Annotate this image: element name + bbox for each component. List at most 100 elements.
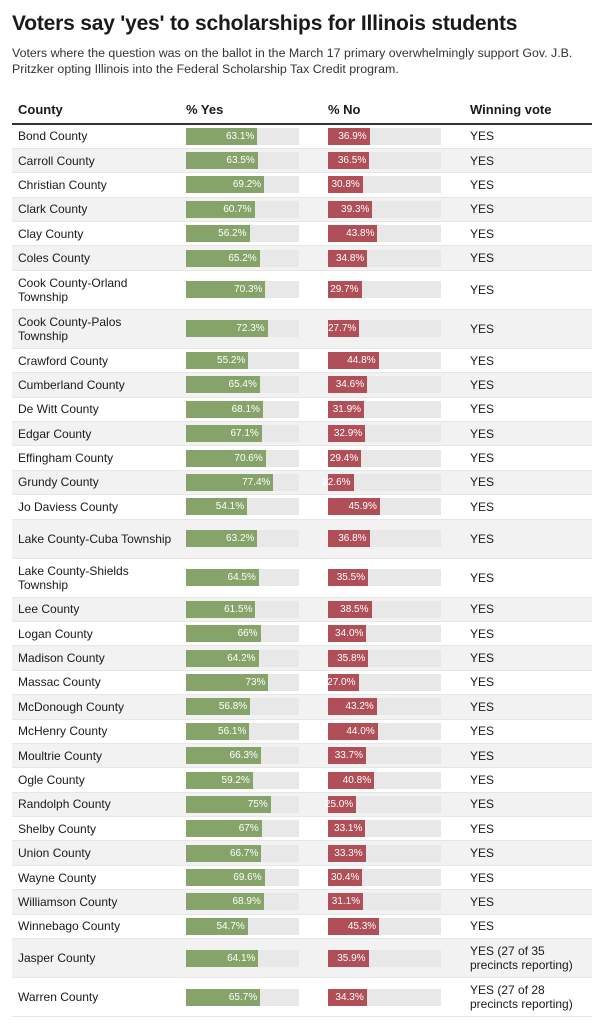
bar-track: 63.5%	[186, 152, 299, 170]
percent-yes-cell: 66.3%	[180, 743, 322, 769]
percent-no-cell: 36.9%	[322, 124, 464, 149]
yes-bar-label: 54.7%	[216, 920, 245, 932]
percent-no-cell: 25.0%	[322, 792, 464, 818]
yes-bar-label: 66.7%	[230, 847, 259, 859]
no-bar: 27.7%	[327, 320, 360, 338]
table-row: Cumberland County 65.4% 34.6% YES	[12, 372, 592, 398]
winning-vote: YES	[464, 558, 592, 598]
bar-track: 34.8%	[328, 249, 441, 267]
percent-no-cell: 31.9%	[322, 397, 464, 423]
no-bar-label: 32.9%	[333, 428, 363, 440]
no-bar: 39.3%	[328, 200, 373, 218]
yes-bar-label: 75%	[247, 798, 268, 810]
winning-vote: YES	[464, 148, 592, 174]
yes-bar-label: 61.5%	[224, 603, 253, 615]
winning-vote: YES	[464, 397, 592, 423]
percent-yes-cell: 56.1%	[180, 719, 322, 744]
county-name: Edgar County	[12, 421, 180, 447]
percent-yes-cell: 66%	[180, 621, 322, 647]
percent-yes-cell: 64.1%	[180, 938, 322, 979]
table-row: Christian County 69.2% 30.8% YES	[12, 172, 592, 198]
table-row: Clark County 60.7% 39.3% YES	[12, 197, 592, 223]
winning-vote: YES	[464, 519, 592, 559]
winning-vote: YES	[464, 494, 592, 520]
no-bar-label: 36.5%	[337, 155, 367, 167]
county-name: Cumberland County	[12, 372, 180, 398]
winning-vote: YES	[464, 670, 592, 696]
no-bar: 30.4%	[328, 869, 363, 887]
county-name: Clay County	[12, 221, 180, 247]
bar-track: 36.5%	[328, 152, 441, 170]
no-bar: 35.5%	[328, 569, 369, 587]
yes-bar-label: 60.7%	[223, 203, 252, 215]
winning-vote: YES	[464, 197, 592, 223]
yes-bar: 56.1%	[186, 722, 250, 740]
bar-track: 59.2%	[186, 771, 299, 789]
no-bar-label: 31.1%	[331, 896, 361, 908]
yes-bar-label: 77.4%	[242, 476, 271, 488]
bar-track: 67.1%	[186, 425, 299, 443]
table-row: Ogle County 59.2% 40.8% YES	[12, 767, 592, 793]
table-row: Cook County-Orland Township 70.3% 29.7% YES	[12, 270, 592, 310]
percent-yes-cell: 65.2%	[180, 245, 322, 271]
yes-bar: 65.7%	[186, 988, 261, 1006]
yes-bar-label: 72.3%	[236, 323, 265, 335]
table-row: Warren County 65.7% 34.3% YES (27 of 28 pre…	[12, 977, 592, 1018]
winning-vote: YES	[464, 840, 592, 866]
yes-bar: 70.3%	[186, 281, 266, 299]
yes-bar-label: 66%	[237, 628, 258, 640]
table-row: McDonough County 56.8% 43.2% YES	[12, 694, 592, 720]
county-name: Crawford County	[12, 348, 180, 374]
yes-bar: 66.3%	[186, 747, 261, 765]
percent-no-cell: 39.3%	[322, 197, 464, 223]
yes-bar: 68.1%	[186, 400, 263, 418]
bar-track: 56.1%	[186, 722, 299, 740]
percent-yes-cell: 56.8%	[180, 694, 322, 720]
percent-no-cell: 34.6%	[322, 372, 464, 398]
no-bar-label: 35.5%	[336, 572, 366, 584]
yes-bar-label: 65.2%	[228, 252, 257, 264]
no-bar: 45.3%	[328, 917, 380, 935]
yes-bar-label: 65.4%	[228, 379, 257, 391]
no-bar-label: 27.7%	[327, 323, 357, 335]
winning-vote: YES	[464, 719, 592, 744]
bar-track: 69.6%	[186, 869, 299, 887]
bar-track: 35.8%	[328, 649, 441, 667]
no-bar-label: 35.8%	[337, 652, 366, 664]
percent-yes-cell: 68.9%	[180, 889, 322, 915]
no-bar-label: 33.1%	[334, 823, 363, 835]
no-bar: 32.9%	[328, 425, 366, 443]
table-row: Jo Daviess County 54.1% 45.9% YES	[12, 494, 592, 520]
yes-bar: 56.8%	[186, 698, 251, 716]
yes-bar: 56.2%	[186, 225, 250, 243]
bar-track: 66.7%	[186, 844, 299, 862]
bar-track: 29.4%	[328, 449, 441, 467]
no-bar: 29.4%	[328, 449, 362, 467]
table-row: Clay County 56.2% 43.8% YES	[12, 221, 592, 247]
no-bar: 44.0%	[328, 722, 378, 740]
no-bar: 33.1%	[328, 820, 366, 838]
percent-no-cell: 35.8%	[322, 645, 464, 671]
yes-bar: 69.2%	[186, 176, 265, 194]
percent-no-cell: 31.1%	[322, 889, 464, 915]
bar-track: 77.4%	[186, 473, 299, 491]
yes-bar: 77.4%	[186, 473, 274, 491]
bar-track: 32.9%	[328, 425, 441, 443]
percent-no-cell: 45.9%	[322, 494, 464, 520]
table-row: Edgar County 67.1% 32.9% YES	[12, 421, 592, 447]
no-bar: 43.8%	[328, 225, 378, 243]
bar-track: 44.0%	[328, 722, 441, 740]
county-name: Grundy County	[12, 470, 180, 496]
bar-track: 70.6%	[186, 449, 299, 467]
percent-yes-cell: 64.2%	[180, 645, 322, 671]
county-name: Lee County	[12, 597, 180, 622]
yes-bar-label: 63.2%	[226, 533, 255, 545]
bar-track: 36.9%	[328, 127, 441, 145]
no-bar-label: 34.3%	[335, 991, 364, 1003]
table-row: Logan County 66% 34.0% YES	[12, 621, 592, 647]
winning-vote: YES (27 of 28 precincts reporting)	[464, 977, 592, 1018]
bar-track: 39.3%	[328, 200, 441, 218]
yes-bar: 75%	[186, 795, 271, 813]
no-bar-label: 43.2%	[345, 701, 374, 713]
yes-bar-label: 56.1%	[218, 725, 247, 737]
